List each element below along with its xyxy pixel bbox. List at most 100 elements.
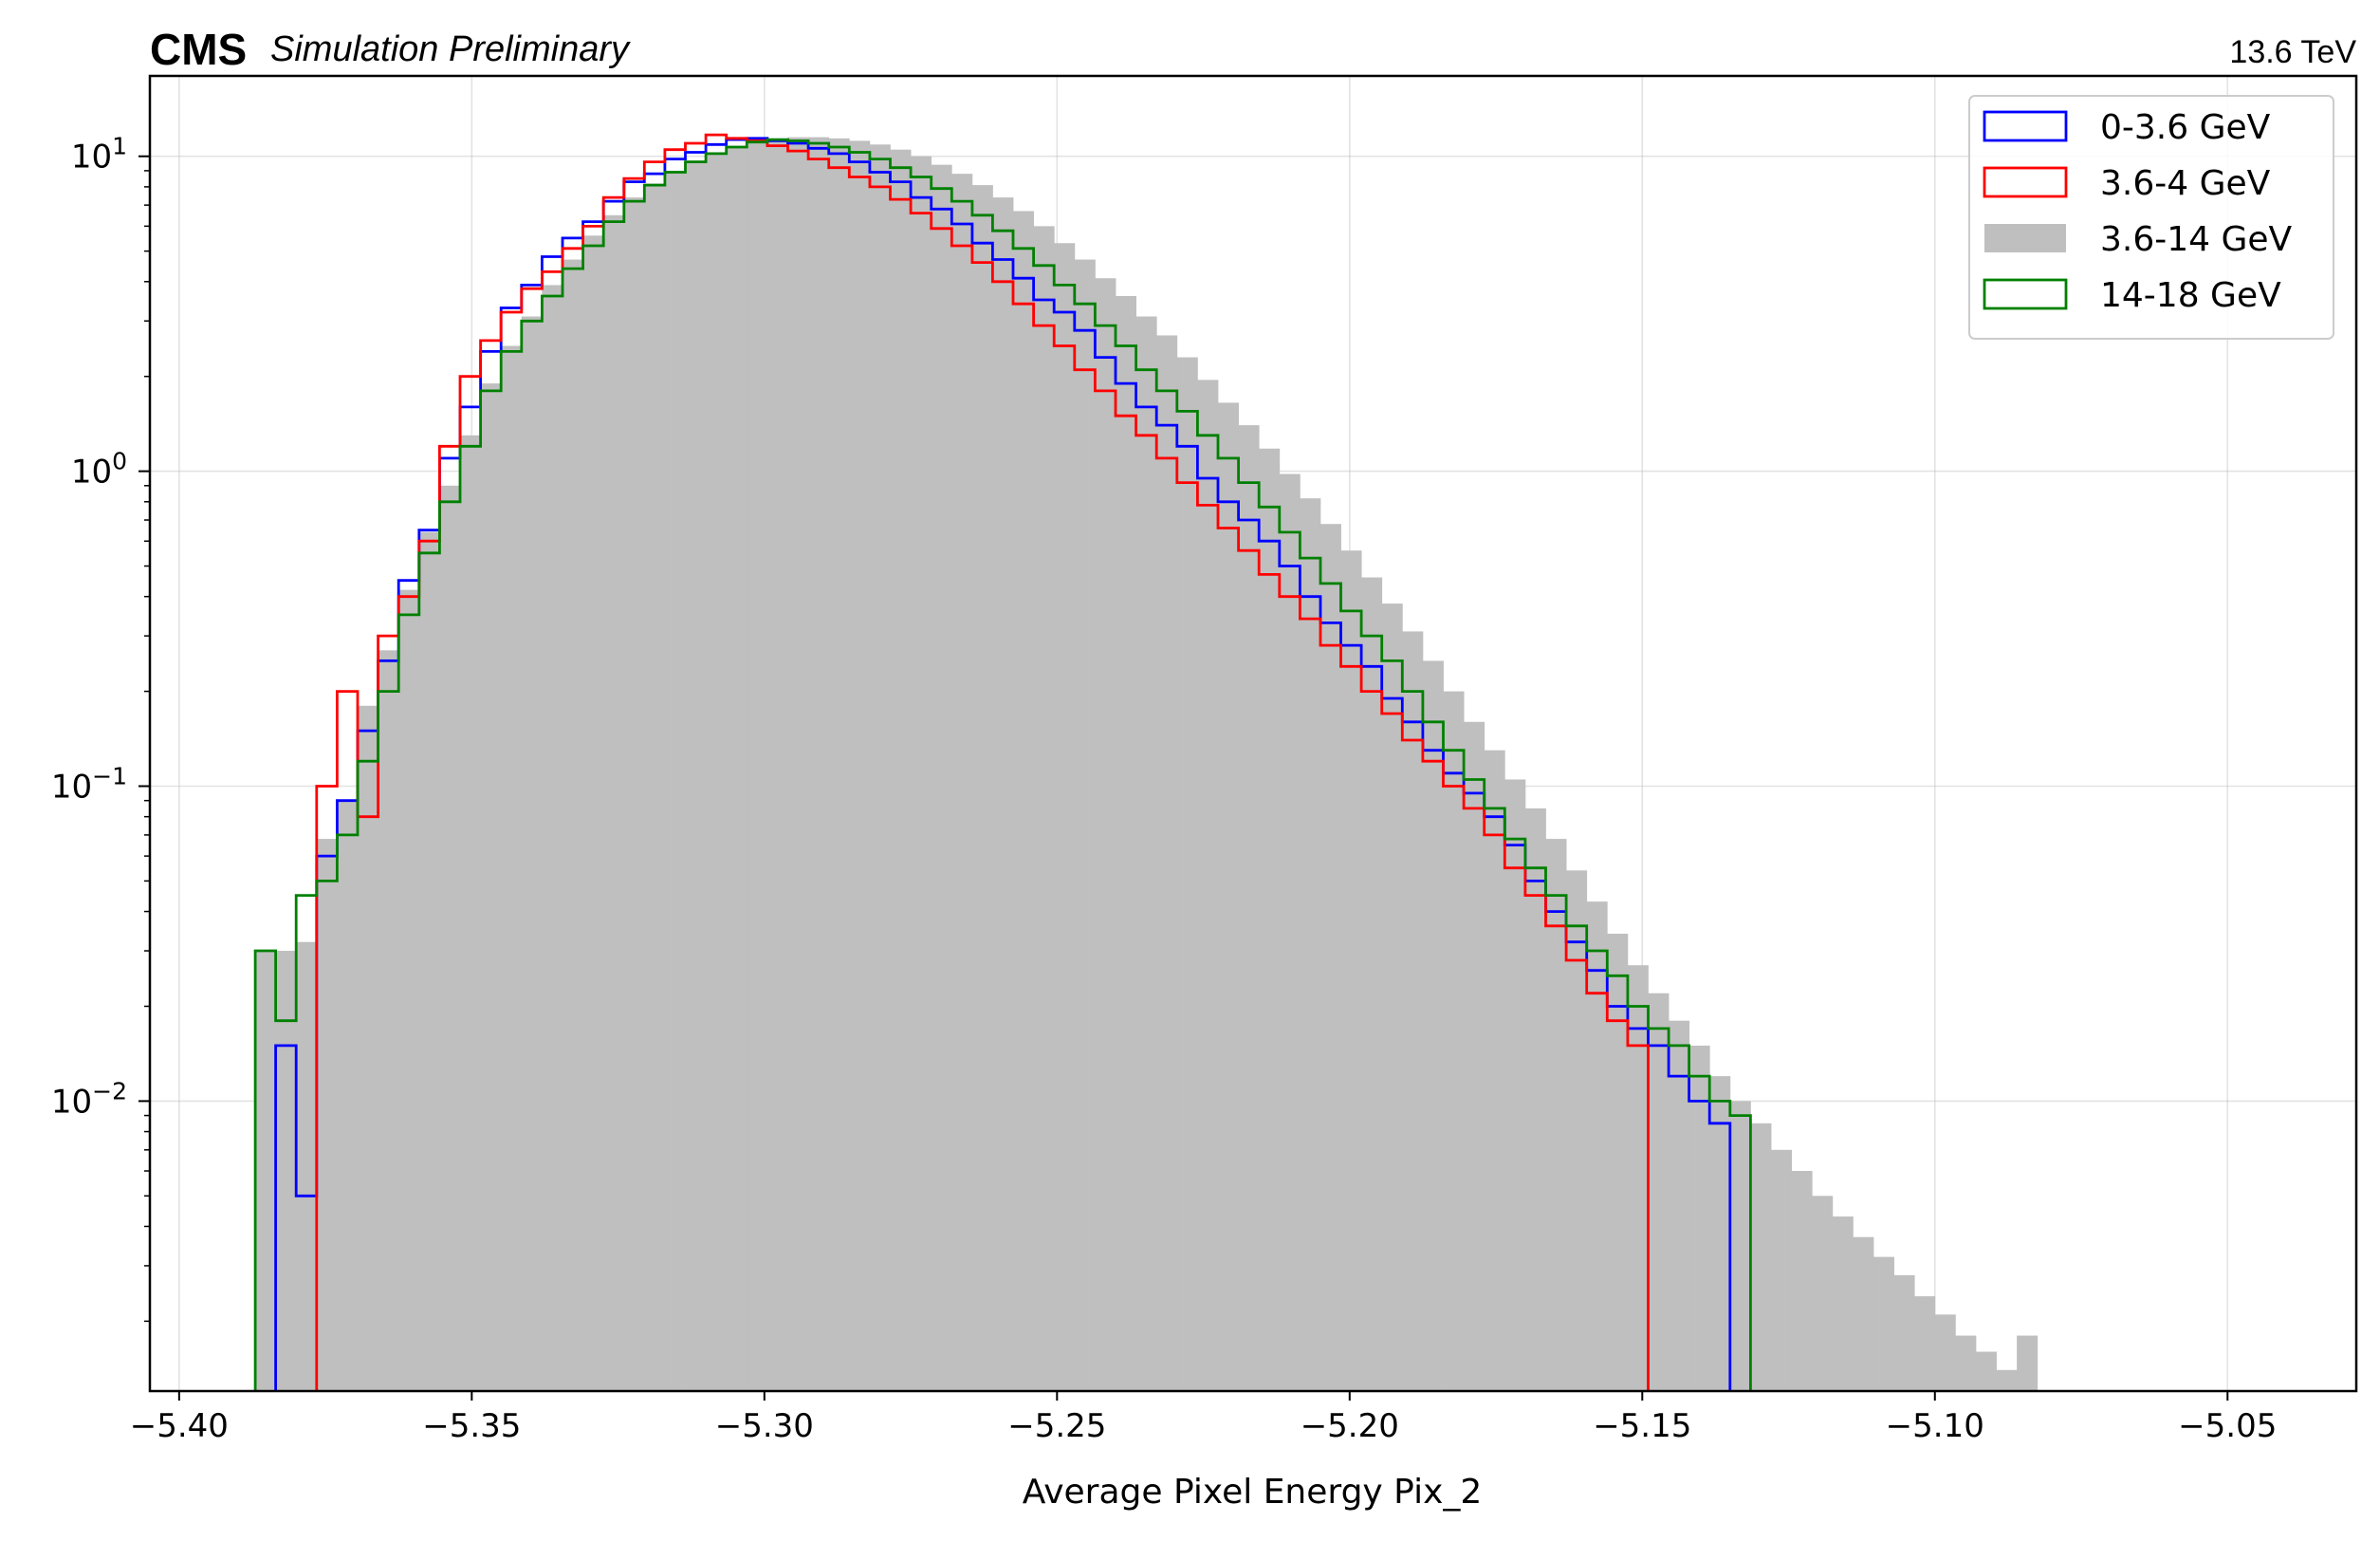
filled-bin [1729,1101,1751,1391]
filled-bin [951,174,973,1391]
filled-bin [562,259,583,1391]
filled-bin [501,345,523,1391]
filled-bin [398,589,420,1391]
cms-label: CMS [150,25,247,74]
filled-bin [890,149,912,1391]
filled-bin [1955,1335,1977,1391]
filled-bin [685,160,707,1391]
filled-bin [480,383,502,1391]
legend: 0-3.6 GeV 3.6-4 GeV 3.6-14 GeV 14-18 GeV [1968,95,2334,340]
legend-entry-3: 14-18 GeV [1983,276,2281,315]
filled-bin [1197,380,1219,1391]
filled-bin [1586,901,1608,1391]
filled-bin [706,152,728,1391]
legend-entry-2: 3.6-14 GeV [1984,220,2293,259]
filled-bin [726,145,747,1391]
legend-entry-0: 0-3.6 GeV [1983,108,2271,147]
filled-bin [992,197,1014,1391]
filled-bin [1648,993,1670,1391]
filled-bin [911,156,932,1391]
x-axis-label: Average Pixel Energy Pix_2 [1023,1473,1483,1512]
series-layer [253,133,2039,1391]
legend-swatch [1983,278,2068,310]
filled-bin [787,137,809,1391]
x-tick-label: −5.20 [1301,1407,1399,1445]
simulation-preliminary-label: Simulation Preliminary [270,29,631,69]
x-tick-label: −5.10 [1886,1407,1984,1445]
filled-bin [316,839,338,1391]
filled-bin [358,705,379,1391]
x-tick-label: −5.25 [1007,1407,1106,1445]
series-0 [255,137,2039,1391]
energy-label: 13.6 TeV [2229,34,2356,70]
filled-bin [1464,721,1485,1391]
legend-label: 14-18 GeV [2100,276,2281,315]
legend-label: 3.6-4 GeV [2100,164,2271,203]
filled-bin [603,214,625,1391]
filled-bin [1259,448,1281,1391]
filled-bin [1217,402,1239,1391]
y-tick-label: 10−2 [51,1077,127,1121]
filled-bin [1319,524,1341,1391]
filled-bin [1074,259,1096,1391]
x-tick-label: −5.35 [422,1407,521,1445]
x-tick-label: −5.05 [2178,1407,2277,1445]
series-3 [253,138,1752,1391]
legend-swatch [1983,166,2068,198]
filled-bin [459,435,481,1391]
y-tick-label: 10−1 [51,763,127,807]
filled-bin [1300,498,1321,1391]
filled-bin [1627,965,1649,1391]
step-line [253,138,1752,1391]
legend-box [1968,95,2334,340]
filled-bin [1504,779,1526,1391]
filled-bin [2017,1335,2039,1391]
plot-area: −5.40 −5.35 −5.30 −5.25 −5.20 −5.15 −5.10 −5.05… [51,74,2358,1445]
x-tick-label: −5.30 [715,1407,814,1445]
y-axis: 101 100 10−1 10−2 [51,133,150,1323]
filled-bin [1279,473,1301,1391]
filled-bin [1156,335,1178,1391]
filled-bin [1484,750,1505,1391]
y-tick-label: 101 [71,133,127,176]
filled-bin [849,140,871,1391]
filled-bin [1750,1123,1772,1391]
filled-bin [1853,1236,1874,1391]
legend-entry-1: 3.6-4 GeV [1983,164,2271,203]
filled-bin [582,235,604,1391]
filled-bin [296,941,318,1391]
filled-bin [1443,691,1465,1391]
filled-bin [1812,1196,1834,1391]
filled-bin [1791,1171,1813,1391]
legend-label: 3.6-14 GeV [2100,220,2293,259]
filled-bin [869,144,891,1391]
filled-bin [1545,839,1567,1391]
filled-bin [1996,1369,2018,1391]
filled-bin [1135,316,1157,1391]
filled-bin [1340,550,1362,1391]
filled-bin [1381,603,1403,1391]
filled-bin [971,185,993,1391]
filled-bin [828,138,850,1391]
legend-swatch [1983,110,2068,142]
filled-bin [439,485,461,1391]
filled-bin [1116,295,1137,1391]
filled-bin [1524,808,1546,1391]
filled-bin [255,951,277,1391]
filled-bin [1402,631,1424,1391]
filled-bin [1566,870,1588,1391]
filled-bin [931,164,952,1391]
filled-bin [521,316,543,1391]
filled-bin [623,197,645,1391]
filled-bin [1176,357,1198,1391]
filled-bin [1832,1216,1854,1391]
filled-bin [1669,1020,1690,1391]
filled-bin [1771,1149,1793,1391]
filled-bin [1238,425,1260,1391]
filled-bin [275,951,297,1391]
series-1 [274,137,1732,1391]
filled-bin [1422,660,1444,1391]
filled-bin [1054,243,1076,1391]
filled-bin [1095,278,1116,1391]
